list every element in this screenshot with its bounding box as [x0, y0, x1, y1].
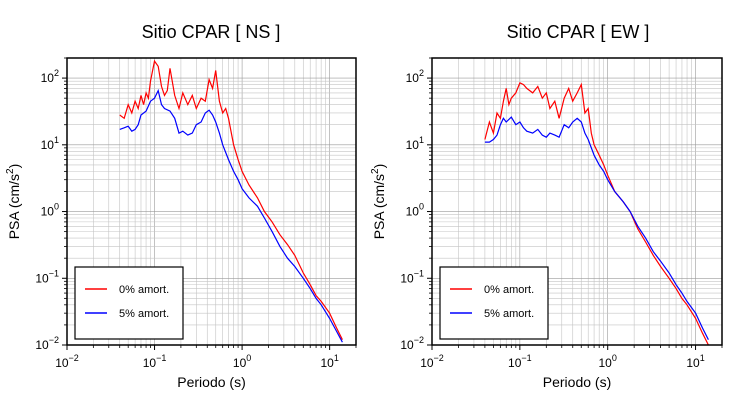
- y-tick-label: 10−2: [35, 335, 59, 352]
- x-tick-base: 10: [420, 356, 434, 370]
- x-tick-label: 100: [599, 353, 617, 370]
- y-tick-base: 10: [406, 138, 420, 152]
- y-tick-exp: 2: [54, 68, 59, 78]
- x-tick-label: 101: [686, 353, 704, 370]
- legend: 0% amort. 5% amort.: [74, 266, 184, 340]
- y-tick-label: 100: [41, 202, 59, 219]
- x-tick-exp: 1: [334, 353, 339, 363]
- y-tick-label: 100: [406, 202, 424, 219]
- x-tick-label: 10−2: [420, 353, 444, 370]
- y-tick-exp: −2: [49, 335, 59, 345]
- legend-label: 0% amort.: [484, 284, 534, 296]
- x-tick-exp: 0: [612, 353, 617, 363]
- x-tick-base: 10: [320, 356, 334, 370]
- x-tick-base: 10: [233, 356, 247, 370]
- y-tick-exp: −1: [414, 268, 424, 278]
- series-line-blue: [119, 88, 343, 343]
- y-tick-exp: 0: [419, 202, 424, 212]
- y-label-sup: 2: [370, 168, 381, 174]
- y-tick-base: 10: [41, 71, 55, 85]
- plot-frame: [431, 57, 723, 346]
- y-tick-exp: −1: [49, 268, 59, 278]
- x-tick-base: 10: [599, 356, 613, 370]
- legend-label: 0% amort.: [119, 284, 169, 296]
- chart-title: Sitio CPAR [ NS ]: [142, 22, 281, 42]
- x-tick-base: 10: [508, 356, 522, 370]
- y-tick-exp: 1: [54, 135, 59, 145]
- y-tick-exp: 2: [419, 68, 424, 78]
- y-tick-label: 10−1: [35, 268, 59, 285]
- chart-title: Sitio CPAR [ EW ]: [507, 22, 650, 42]
- y-tick-base: 10: [406, 205, 420, 219]
- y-tick-exp: 1: [419, 135, 424, 145]
- series-line-red: [484, 81, 709, 346]
- x-axis-label: Periodo (s): [177, 374, 245, 390]
- y-label-close: ): [6, 164, 22, 169]
- y-tick-base: 10: [406, 71, 420, 85]
- y-tick-base: 10: [41, 205, 55, 219]
- legend-box: [74, 266, 184, 340]
- x-tick-base: 10: [686, 356, 700, 370]
- y-tick-label: 10−2: [400, 335, 424, 352]
- series-line-red: [119, 59, 343, 340]
- x-tick-label: 101: [320, 353, 338, 370]
- x-tick-exp: −1: [521, 353, 531, 363]
- x-tick-exp: 0: [246, 353, 251, 363]
- y-axis-label: PSA (cm/s2): [370, 164, 387, 240]
- y-label-sup: 2: [5, 168, 16, 174]
- y-tick-base: 10: [35, 338, 49, 352]
- y-tick-base: 10: [400, 271, 414, 285]
- y-tick-exp: 0: [54, 202, 59, 212]
- x-tick-label: 10−1: [508, 353, 532, 370]
- x-tick-exp: −1: [156, 353, 166, 363]
- series-line-blue: [484, 116, 709, 340]
- y-axis-label: PSA (cm/s2): [5, 164, 22, 240]
- x-tick-label: 10−2: [55, 353, 79, 370]
- legend-label: 5% amort.: [484, 308, 534, 320]
- y-label-close: ): [371, 164, 387, 169]
- y-tick-base: 10: [400, 338, 414, 352]
- x-tick-label: 100: [233, 353, 251, 370]
- y-tick-label: 102: [41, 68, 59, 85]
- y-label-main: PSA (cm/s: [371, 174, 387, 239]
- legend-label: 5% amort.: [119, 308, 169, 320]
- x-tick-label: 10−1: [143, 353, 167, 370]
- x-tick-exp: 1: [700, 353, 705, 363]
- y-tick-label: 102: [406, 68, 424, 85]
- x-tick-exp: −2: [434, 353, 444, 363]
- x-axis-label: Periodo (s): [543, 374, 611, 390]
- legend-box: [439, 266, 549, 340]
- y-tick-label: 10−1: [400, 268, 424, 285]
- y-label-main: PSA (cm/s: [6, 174, 22, 239]
- x-tick-base: 10: [143, 356, 157, 370]
- x-tick-base: 10: [55, 356, 69, 370]
- plot-frame: [66, 57, 357, 346]
- x-tick-exp: −2: [69, 353, 79, 363]
- y-tick-label: 101: [406, 135, 424, 152]
- y-tick-label: 101: [41, 135, 59, 152]
- legend: 0% amort. 5% amort.: [439, 266, 549, 340]
- y-tick-base: 10: [35, 271, 49, 285]
- y-tick-exp: −2: [414, 335, 424, 345]
- y-tick-base: 10: [41, 138, 55, 152]
